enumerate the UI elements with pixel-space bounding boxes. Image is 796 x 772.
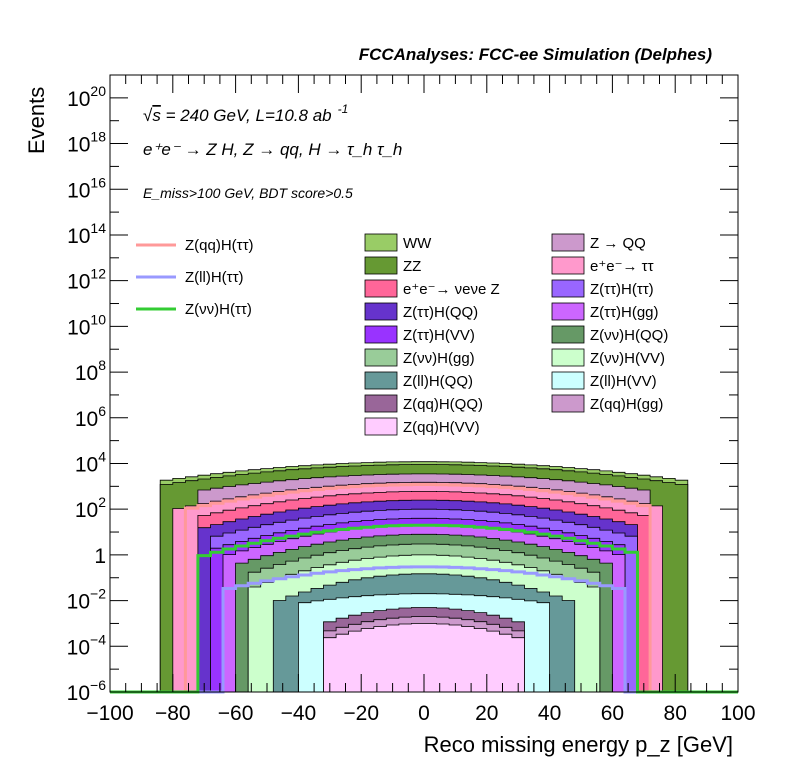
- legend-bkg-label: Z(νν)H(gg): [403, 350, 475, 367]
- y-tick-label: 102: [75, 494, 106, 522]
- svg-text:√s = 240 GeV, L=10.8 ab-1: √s = 240 GeV, L=10.8 ab -1: [143, 102, 348, 125]
- signal-line-2: [110, 523, 738, 694]
- legend-signal-label: Z(ll)H(ττ): [185, 269, 244, 286]
- y-tick-label: 1018: [67, 129, 106, 157]
- x-tick-label: −20: [343, 702, 379, 725]
- legend-bkg-swatch: [364, 233, 398, 252]
- legend-bkg-label: Z(ττ)H(VV): [403, 327, 475, 344]
- axes: −100 −80 −60 −40 −20 0 20 40 60 80 100 1020 1018 1016…: [67, 75, 756, 725]
- legend-bkg-label: Z(qq)H(VV): [403, 419, 480, 436]
- legend-bkg-swatch: [551, 302, 585, 321]
- legend-bkg-swatch: [364, 325, 398, 344]
- legend-bkg-label: ZZ: [403, 258, 421, 275]
- energy-lumi-text: = 240 GeV, L=10.8 ab: [161, 106, 332, 125]
- legend-bkg-label: e⁺e⁻→ νeνe Z: [403, 281, 500, 298]
- x-tick-label: 40: [538, 702, 561, 725]
- legend-signal-label: Z(νν)H(ττ): [185, 301, 252, 318]
- y-tick-label: 1014: [67, 220, 106, 248]
- legend-bkg-label: Z(qq)H(gg): [590, 396, 663, 413]
- y-tick-label: 10−4: [67, 631, 107, 659]
- legend-bkg-label: Z(νν)H(QQ): [590, 327, 668, 344]
- y-tick-label: 10−2: [67, 586, 107, 614]
- legend-bkg-label: Z(ll)H(QQ): [403, 373, 473, 390]
- stacked-histogram: [110, 461, 738, 693]
- legend-bkg-swatch: [551, 371, 585, 390]
- lumi-exponent: -1: [338, 102, 349, 116]
- y-tick-label: 1020: [67, 83, 106, 111]
- legend-bkg-label: Z(ll)H(VV): [590, 373, 657, 390]
- legend-bkg-swatch: [551, 394, 585, 413]
- legend-bkg-label: WW: [403, 235, 432, 252]
- x-tick-label: 60: [601, 702, 624, 725]
- legend-bkg-swatch: [551, 348, 585, 367]
- y-tick-label: 10−6: [67, 677, 107, 705]
- legend-bkg-swatch: [364, 279, 398, 298]
- background-legend: WW Z → QQ ZZ e⁺e⁻→ ττ e⁺e⁻→ νeνe Z Z(ττ)H(ττ)…: [364, 233, 668, 436]
- sqrt-s: s: [152, 106, 161, 125]
- y-tick-label: 108: [75, 357, 106, 385]
- legend-bkg-swatch: [551, 325, 585, 344]
- y-tick-label: 1012: [67, 266, 106, 294]
- x-tick-label: −40: [281, 702, 317, 725]
- x-tick-label: 0: [418, 702, 430, 725]
- legend-bkg-label: Z → QQ: [590, 235, 646, 252]
- legend-bkg-label: Z(ττ)H(gg): [590, 304, 659, 321]
- legend-bkg-label: Z(ττ)H(QQ): [403, 304, 478, 321]
- y-tick-label: 1: [94, 545, 106, 568]
- selection-annotation: E_miss>100 GeV, BDT score>0.5: [143, 185, 353, 201]
- x-axis-title: Reco missing energy p_z [GeV]: [424, 732, 733, 757]
- legend-bkg-swatch: [364, 256, 398, 275]
- signal-legend: Z(qq)H(ττ) Z(ll)H(ττ) Z(νν)H(ττ): [136, 237, 254, 318]
- x-tick-label: −80: [155, 702, 191, 725]
- legend-bkg-label: Z(qq)H(QQ): [403, 396, 483, 413]
- y-tick-label: 1016: [67, 174, 106, 202]
- legend-bkg-label: Z(νν)H(VV): [590, 350, 665, 367]
- process-annotation: e⁺e⁻ → Z H, Z → qq, H → τ_h τ_h: [143, 140, 402, 159]
- y-tick-label: 106: [75, 403, 106, 431]
- legend-signal-label: Z(qq)H(ττ): [185, 237, 254, 254]
- legend-bkg-swatch: [551, 279, 585, 298]
- signal-line-1: [110, 565, 738, 694]
- sqrt-symbol: √: [143, 106, 153, 125]
- legend-bkg-label: e⁺e⁻→ ττ: [590, 258, 654, 275]
- legend-bkg-swatch: [364, 417, 398, 436]
- legend-bkg-swatch: [551, 256, 585, 275]
- y-tick-label: 1010: [67, 311, 106, 339]
- y-axis-title: Events: [24, 87, 49, 154]
- legend-bkg-label: Z(ττ)H(ττ): [590, 281, 654, 298]
- x-tick-label: 80: [664, 702, 687, 725]
- chart-title: FCCAnalyses: FCC-ee Simulation (Delphes): [359, 45, 713, 64]
- x-tick-label: 100: [720, 702, 755, 725]
- signal-histograms: [110, 483, 738, 694]
- x-tick-label: −100: [86, 702, 133, 725]
- legend-bkg-swatch: [551, 233, 585, 252]
- legend-bkg-swatch: [364, 302, 398, 321]
- legend-bkg-swatch: [364, 371, 398, 390]
- x-tick-label: 20: [475, 702, 498, 725]
- legend-bkg-swatch: [364, 348, 398, 367]
- signal-line-0: [110, 483, 738, 694]
- y-tick-label: 104: [75, 448, 106, 476]
- x-tick-label: −60: [218, 702, 254, 725]
- legend-bkg-swatch: [364, 394, 398, 413]
- energy-luminosity-annotation: √s = 240 GeV, L=10.8 ab -1: [143, 102, 348, 125]
